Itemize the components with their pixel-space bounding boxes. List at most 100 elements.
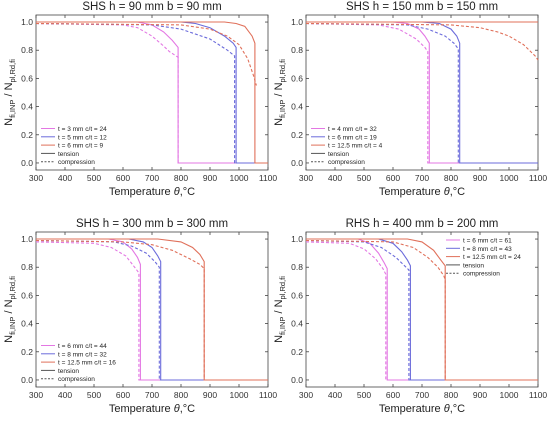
y-tick-label: 0.8: [291, 45, 303, 55]
x-tick-label: 700: [145, 173, 159, 183]
legend-label: compression: [58, 159, 95, 166]
x-tick-label: 400: [58, 173, 72, 183]
legend-label: tension: [328, 151, 349, 158]
series-line-tension: [306, 238, 538, 381]
legend-label: t = 12.5 mm c/t = 4: [328, 143, 383, 150]
y-tick-label: 0.2: [291, 347, 303, 357]
series-line-compression: [305, 241, 538, 381]
x-tick-label: 1000: [230, 390, 249, 400]
legend-label: t = 4 mm c/t = 32: [328, 126, 377, 133]
x-tick-label: 900: [473, 173, 487, 183]
chart-panel-1: SHS h = 90 mm b = 90 mm 300 400 500 600 700 80…: [3, 1, 277, 198]
x-axis-label: Temperature θ,°C: [109, 186, 195, 198]
y-tick-label: 1.0: [291, 17, 303, 27]
legend-label: t = 6 mm c/t = 61: [463, 238, 512, 245]
y-axis-label: Nfi,INP / Npl,Rd,fi: [3, 276, 17, 343]
y-tick-label: 1.0: [21, 234, 33, 244]
x-tick-label: 1100: [529, 390, 548, 400]
legend: t = 6 mm c/t = 61t = 8 mm c/t = 43t = 12…: [446, 238, 521, 278]
legend-label: compression: [58, 376, 95, 383]
y-tick-label: 0.0: [291, 375, 303, 385]
legend-label: t = 8 mm c/t = 43: [463, 246, 512, 253]
series-line-compression: [305, 239, 538, 381]
legend: t = 4 mm c/t = 32t = 6 mm c/t = 19 t = 12…: [311, 126, 383, 166]
x-tick-label: 500: [357, 173, 371, 183]
chart-title: SHS h = 150 mm b = 150 mm: [346, 1, 498, 13]
x-tick-label: 400: [328, 173, 342, 183]
x-tick-label: 600: [386, 173, 400, 183]
y-tick-label: 0.2: [21, 130, 33, 140]
x-tick-label: 1000: [230, 173, 249, 183]
legend-label: t = 6 mm c/t = 19: [328, 134, 377, 141]
legend: t = 6 mm c/t = 44t = 8 mm c/t = 32 t = 12…: [41, 343, 116, 383]
y-tick-label: 0.4: [21, 102, 33, 112]
x-tick-label: 700: [415, 390, 429, 400]
legend-label: tension: [58, 151, 79, 158]
chart-panel-3: SHS h = 300 mm b = 300 mm 300 400 500 600 700…: [3, 218, 277, 415]
x-tick-label: 800: [174, 173, 188, 183]
series-line-compression: [305, 22, 538, 164]
x-tick-label: 300: [29, 173, 43, 183]
x-tick-label: 800: [174, 390, 188, 400]
y-tick-label: 0.6: [291, 290, 303, 300]
y-tick-label: 1.0: [21, 17, 33, 27]
y-tick-label: 0.4: [291, 102, 303, 112]
x-tick-label: 700: [145, 390, 159, 400]
legend: t = 3 mm c/t = 24t = 5 mm c/t = 12 t = 6 …: [41, 126, 107, 166]
x-tick-label: 1100: [529, 173, 548, 183]
x-tick-label: 1000: [500, 173, 519, 183]
y-axis-label: Nfi,INP / Npl,Rd,fi: [3, 59, 17, 126]
x-tick-label: 800: [444, 173, 458, 183]
y-axis-label: Nfi,INP / Npl,Rd,fi: [273, 276, 287, 343]
y-tick-label: 0.8: [291, 262, 303, 272]
y-tick-label: 1.0: [291, 234, 303, 244]
legend-label: compression: [328, 159, 365, 166]
y-tick-label: 0.8: [21, 262, 33, 272]
chart-title: SHS h = 90 mm b = 90 mm: [82, 1, 221, 13]
chart-panel-2: SHS h = 150 mm b = 150 mm 300 400 500 600 700…: [273, 1, 547, 198]
x-tick-label: 900: [473, 390, 487, 400]
x-tick-label: 900: [203, 173, 217, 183]
series-line-compression: [35, 22, 268, 164]
series-line-tension: [306, 238, 538, 381]
x-tick-label: 1100: [259, 390, 278, 400]
x-tick-label: 1100: [259, 173, 278, 183]
x-axis-label: Temperature θ,°C: [109, 403, 195, 415]
y-tick-label: 0.0: [21, 375, 33, 385]
x-tick-label: 300: [299, 390, 313, 400]
series-line-tension: [36, 21, 268, 164]
y-tick-label: 0.4: [21, 319, 33, 329]
series-line-compression: [35, 239, 268, 381]
x-tick-label: 300: [29, 390, 43, 400]
x-tick-label: 300: [299, 173, 313, 183]
x-tick-label: 900: [203, 390, 217, 400]
y-tick-label: 0.0: [291, 158, 303, 168]
x-axis-label: Temperature θ,°C: [379, 403, 465, 415]
legend-label: compression: [463, 271, 500, 278]
x-tick-label: 1000: [500, 390, 519, 400]
x-tick-label: 400: [58, 390, 72, 400]
chart-panel-4: RHS h = 400 mm b = 200 mm 300 400 500 600 700…: [273, 218, 547, 415]
y-tick-label: 0.8: [21, 45, 33, 55]
legend-label: tension: [58, 368, 79, 375]
y-tick-label: 0.6: [21, 290, 33, 300]
y-tick-label: 0.2: [21, 347, 33, 357]
series-line-compression: [35, 239, 268, 381]
series-line-compression: [305, 22, 538, 164]
series-line-compression: [35, 241, 268, 381]
series-line-compression: [35, 22, 268, 164]
legend-label: t = 12.5 mm c/t = 24: [463, 254, 521, 261]
legend-label: t = 6 mm c/t = 44: [58, 343, 107, 350]
x-tick-label: 500: [357, 390, 371, 400]
series-line-compression: [305, 22, 539, 61]
x-tick-label: 700: [415, 173, 429, 183]
series-line-compression: [305, 239, 538, 381]
x-tick-label: 600: [116, 173, 130, 183]
y-tick-label: 0.6: [21, 73, 33, 83]
y-tick-label: 0.0: [21, 158, 33, 168]
x-tick-label: 600: [386, 390, 400, 400]
x-tick-label: 800: [444, 390, 458, 400]
series-line-compression: [35, 22, 257, 86]
legend-label: t = 3 mm c/t = 24: [58, 126, 107, 133]
